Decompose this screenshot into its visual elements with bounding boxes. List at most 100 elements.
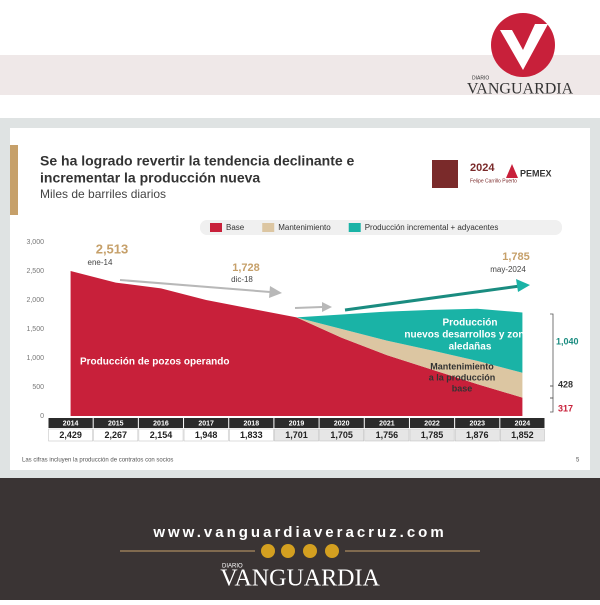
footnote: Las cifras incluyen la producción de con… xyxy=(22,458,173,464)
social-icon[interactable] xyxy=(303,544,317,558)
social-icon[interactable] xyxy=(261,544,275,558)
y-tick-label: 3,000 xyxy=(26,239,44,246)
area xyxy=(70,271,523,373)
year-cell xyxy=(500,418,545,428)
annotation: 428 xyxy=(558,379,573,389)
annotation: Mantenimiento xyxy=(430,361,494,371)
annotation: Producción de pozos operando xyxy=(80,357,229,368)
total-label: 2,267 xyxy=(105,430,128,440)
legend-swatch xyxy=(262,223,275,232)
annotation: a la producción xyxy=(429,372,496,382)
total-label: 1,756 xyxy=(376,430,399,440)
x-tick-label: 2018 xyxy=(244,420,260,427)
year-cell xyxy=(319,418,364,428)
brand-name: VANGUARDIA xyxy=(220,566,380,592)
bracket xyxy=(550,397,554,413)
y-tick-label: 2,000 xyxy=(26,297,44,304)
portrait xyxy=(432,160,458,188)
x-tick-label: 2015 xyxy=(108,420,124,427)
x-tick-label: 2020 xyxy=(334,420,350,427)
x-tick-label: 2022 xyxy=(424,420,440,427)
year-cell xyxy=(48,418,93,428)
total-label: 1,785 xyxy=(421,430,444,440)
legend-swatch xyxy=(348,223,361,232)
year-cell xyxy=(455,418,500,428)
annotation: 317 xyxy=(558,403,573,413)
total-cell xyxy=(409,428,455,442)
x-tick-label: 2017 xyxy=(198,420,214,427)
year-cell xyxy=(184,418,229,428)
x-tick-label: 2019 xyxy=(289,420,305,427)
logo-company: PEMEX xyxy=(520,168,552,178)
annotation: Producción xyxy=(442,318,497,329)
total-cell xyxy=(274,428,319,442)
y-tick-label: 1,500 xyxy=(26,326,44,333)
total-cell xyxy=(183,428,229,442)
legend-label: Producción incremental + adyacentes xyxy=(365,223,499,232)
annotation: 1,785 xyxy=(502,251,530,263)
footer-band xyxy=(0,478,600,600)
total-label: 2,429 xyxy=(59,430,82,440)
chart-title: incrementar la producción nueva xyxy=(40,170,260,186)
brand-name: VANGUARDIA xyxy=(467,81,574,98)
total-label: 1,876 xyxy=(466,430,489,440)
total-label: 1,852 xyxy=(511,430,534,440)
total-label: 1,701 xyxy=(285,430,308,440)
x-tick-label: 2024 xyxy=(515,420,531,427)
annotation: may-2024 xyxy=(490,265,526,274)
annotation: 2,513 xyxy=(96,241,129,256)
total-label: 1,705 xyxy=(330,430,353,440)
year-cell xyxy=(364,418,409,428)
annotation: nuevos desarrollos y zonas xyxy=(404,330,536,341)
annotation: 1,728 xyxy=(232,262,260,274)
x-tick-label: 2016 xyxy=(153,420,169,427)
annotation: aledañas xyxy=(449,342,492,353)
brand-small: DIARIO xyxy=(222,564,243,570)
arrow-head xyxy=(516,279,530,292)
total-cell xyxy=(138,428,184,442)
arrow xyxy=(294,306,323,309)
total-cell xyxy=(500,428,545,442)
legend-swatch xyxy=(210,223,222,232)
annotation: 1,040 xyxy=(556,336,579,346)
year-cell xyxy=(93,418,138,428)
logo-year: 2024 xyxy=(470,162,495,174)
total-cell xyxy=(228,428,274,442)
legend-box xyxy=(200,220,562,235)
y-tick-label: 2,500 xyxy=(26,268,44,275)
website: www.vanguardiaveracruz.com xyxy=(152,524,446,541)
x-tick-label: 2021 xyxy=(379,420,395,427)
chart-subtitle: Miles de barriles diarios xyxy=(40,187,166,201)
arrow xyxy=(119,279,271,293)
total-label: 1,948 xyxy=(195,430,218,440)
total-cell xyxy=(93,428,139,442)
total-cell xyxy=(454,428,500,442)
legend-label: Base xyxy=(226,223,245,232)
annotation: base xyxy=(452,383,473,393)
x-tick-label: 2023 xyxy=(469,420,485,427)
social-icon[interactable] xyxy=(325,544,339,558)
pemex-icon xyxy=(506,164,518,178)
brand-small: DIARIO xyxy=(472,75,489,81)
arrow-head xyxy=(269,286,282,298)
y-tick-label: 1,000 xyxy=(26,355,44,362)
arrow xyxy=(344,284,521,312)
logo-tagline: Felipe Carrillo Puerto xyxy=(470,178,517,184)
y-tick-label: 0 xyxy=(40,413,44,420)
year-cell xyxy=(138,418,184,428)
year-cell xyxy=(409,418,455,428)
chart-title: Se ha logrado revertir la tendencia decl… xyxy=(40,153,355,169)
total-cell xyxy=(364,428,410,442)
year-cell xyxy=(229,418,274,428)
arrow-head xyxy=(322,302,332,312)
legend-label: Mantenimiento xyxy=(278,223,331,232)
annotation: dic-18 xyxy=(231,275,253,284)
total-label: 1,833 xyxy=(240,430,263,440)
social-icon[interactable] xyxy=(281,544,295,558)
total-cell xyxy=(48,428,93,442)
annotation: ene-14 xyxy=(88,258,113,267)
area xyxy=(70,271,523,416)
logo-v xyxy=(500,24,548,70)
total-label: 2,154 xyxy=(150,430,173,440)
